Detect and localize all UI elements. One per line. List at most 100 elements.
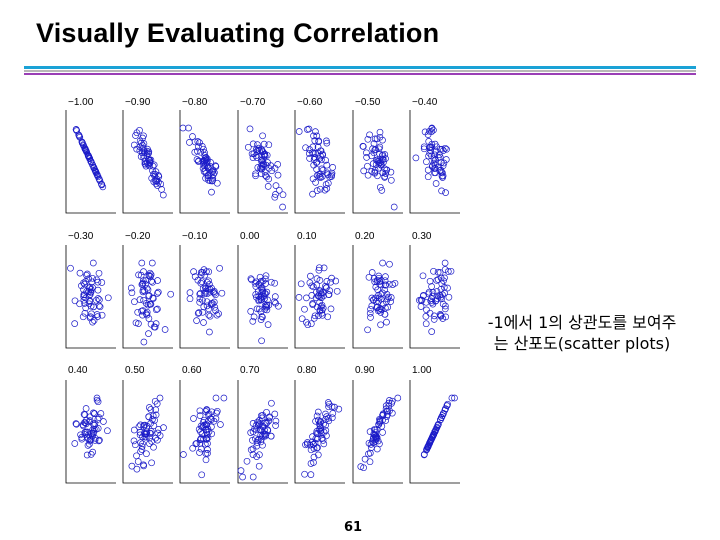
scatter-point [328, 171, 336, 179]
scatter-point [322, 156, 329, 164]
scatter-point [433, 288, 441, 295]
scatter-point [149, 167, 156, 175]
scatter-point [433, 277, 441, 284]
scatter-point [331, 403, 338, 411]
scatter-point [196, 139, 203, 146]
scatter-point [432, 147, 440, 155]
scatter-point [315, 171, 323, 178]
scatter-point [307, 471, 315, 478]
scatter-point [146, 269, 154, 277]
scatter-point [442, 189, 449, 196]
scatter-point [363, 149, 370, 157]
panel-axes [409, 380, 460, 484]
scatter-point [149, 416, 156, 423]
scatter-point [146, 300, 154, 308]
scatter-point [130, 437, 138, 445]
scatter-panel: −0.30 [65, 231, 116, 349]
scatter-point [136, 296, 144, 303]
scatter-point [310, 445, 318, 452]
scatter-point [193, 439, 201, 447]
scatter-point [211, 289, 218, 297]
scatter-point [155, 426, 162, 433]
scatter-point [140, 430, 148, 437]
scatter-point [429, 162, 436, 169]
scatter-point [318, 173, 326, 180]
scatter-point [140, 296, 147, 304]
panel-axes [122, 110, 173, 214]
panel-label: 0.90 [355, 365, 375, 376]
caption: -1에서 1의 상관도를 보여주 는 산포도(scatter plots) [462, 312, 702, 354]
scatter-point [249, 428, 257, 435]
scatter-point [424, 173, 432, 181]
scatter-point [92, 169, 100, 176]
scatter-point [312, 435, 320, 442]
scatter-point [261, 275, 269, 283]
scatter-point [301, 305, 308, 313]
scatter-point [382, 405, 390, 413]
scatter-point [442, 156, 450, 163]
scatter-point [190, 415, 197, 422]
scatter-point [83, 451, 91, 459]
scatter-point [309, 433, 316, 440]
scatter-point [429, 289, 437, 296]
scatter-point [202, 169, 210, 177]
scatter-point [213, 179, 221, 187]
scatter-point [298, 315, 306, 323]
scatter-point [384, 303, 392, 311]
scatter-point [363, 154, 370, 161]
scatter-point [256, 273, 264, 281]
panel-label: 0.10 [297, 231, 317, 242]
scatter-point [312, 294, 320, 302]
scatter-point [442, 405, 449, 413]
scatter-point [430, 155, 438, 163]
scatter-point [313, 132, 321, 140]
scatter-point [217, 421, 224, 428]
scatter-point [252, 435, 259, 443]
scatter-point [376, 183, 384, 191]
scatter-point [314, 408, 322, 416]
panel-label: −1.00 [68, 97, 94, 108]
scatter-point [441, 274, 448, 282]
scatter-point [368, 302, 376, 310]
scatter-point [420, 291, 427, 299]
scatter-point [329, 164, 337, 171]
scatter-point [321, 186, 329, 194]
panel-label: −0.70 [240, 97, 266, 108]
scatter-point [91, 434, 99, 442]
scatter-point [422, 313, 430, 320]
scatter-point [87, 157, 95, 165]
scatter-point [264, 321, 272, 328]
scatter-point [306, 155, 313, 162]
scatter-point [208, 416, 215, 423]
scatter-point [252, 422, 260, 429]
scatter-point [380, 158, 387, 166]
scatter-point [266, 414, 273, 422]
scatter-point [148, 437, 155, 445]
scatter-point [145, 404, 153, 411]
panel-axes [237, 245, 288, 349]
scatter-point [75, 132, 83, 140]
scatter-point [320, 428, 328, 436]
scatter-point [76, 133, 84, 141]
scatter-point [91, 167, 99, 175]
scatter-point [371, 169, 379, 177]
scatter-point [315, 138, 323, 146]
scatter-point [197, 445, 205, 453]
scatter-point [367, 305, 374, 313]
scatter-point [387, 176, 395, 184]
scatter-point [98, 311, 106, 319]
scatter-point [376, 128, 384, 136]
scatter-point [259, 157, 267, 165]
scatter-point [430, 267, 437, 275]
scatter-point [308, 438, 316, 446]
scatter-point [312, 179, 319, 186]
scatter-point [436, 269, 444, 276]
scatter-point [423, 158, 430, 166]
scatter-point [428, 128, 435, 135]
scatter-point [328, 403, 336, 411]
scatter-point [152, 306, 160, 314]
panel-axes [409, 110, 460, 214]
scatter-point [154, 288, 162, 296]
scatter-point [199, 419, 207, 426]
scatter-point [325, 417, 333, 425]
